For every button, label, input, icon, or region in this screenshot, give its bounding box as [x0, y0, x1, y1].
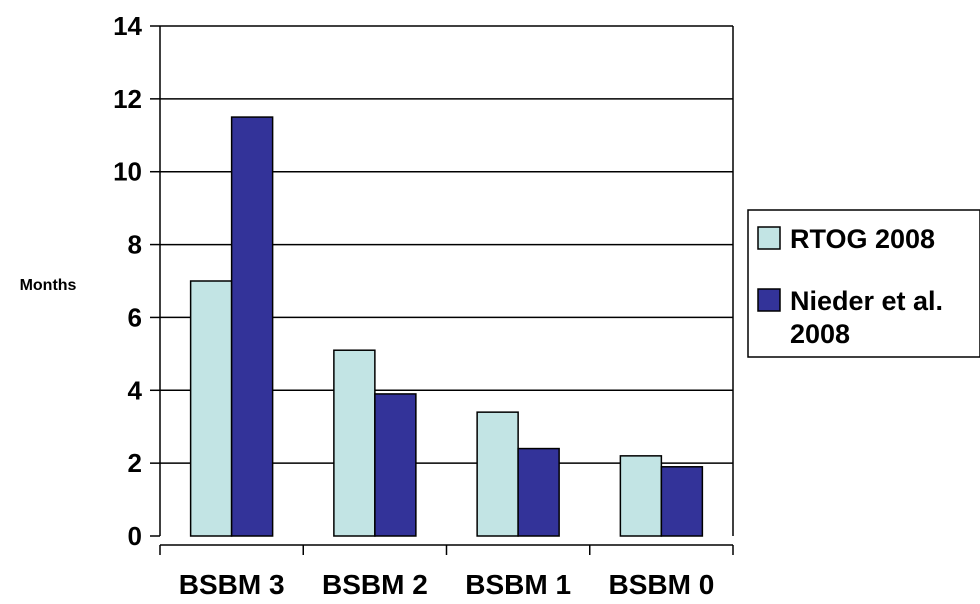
y-tick-label: 4: [128, 375, 143, 405]
y-tick-label: 12: [113, 84, 142, 114]
bar: [230, 116, 274, 537]
x-category-label: BSBM 2: [322, 569, 428, 600]
x-category-label: BSBM 0: [608, 569, 714, 600]
bar: [189, 280, 233, 537]
legend-label: Nieder et al.: [790, 286, 943, 316]
y-axis-label: Months: [20, 277, 77, 294]
legend-swatch: [757, 226, 781, 250]
bars: [189, 116, 704, 537]
bar: [517, 447, 560, 537]
y-tick-label: 10: [113, 157, 142, 187]
bar: [619, 455, 663, 537]
y-tick-label: 8: [128, 230, 142, 260]
legend: RTOG 2008 Nieder et al.2008: [747, 209, 980, 358]
bar: [660, 466, 704, 537]
legend-label: 2008: [790, 319, 850, 349]
y-tick-label: 14: [113, 11, 142, 41]
x-category-label: BSBM 3: [179, 569, 285, 600]
axes: 0 2 4 6 8 10 12 14 BSBM 3 BSBM 2 BSBM 1 BSBM 0: [113, 11, 734, 600]
legend-label: RTOG 2008: [790, 224, 935, 254]
x-category-label: BSBM 1: [465, 569, 571, 600]
legend-swatch: [757, 288, 781, 312]
bar: [374, 393, 417, 537]
y-tick-label: 6: [128, 302, 142, 332]
bar: [476, 411, 519, 537]
legend-box: [747, 209, 980, 358]
y-tick-label: 2: [128, 448, 142, 478]
bar: [333, 349, 376, 537]
y-tick-label: 0: [128, 521, 142, 551]
